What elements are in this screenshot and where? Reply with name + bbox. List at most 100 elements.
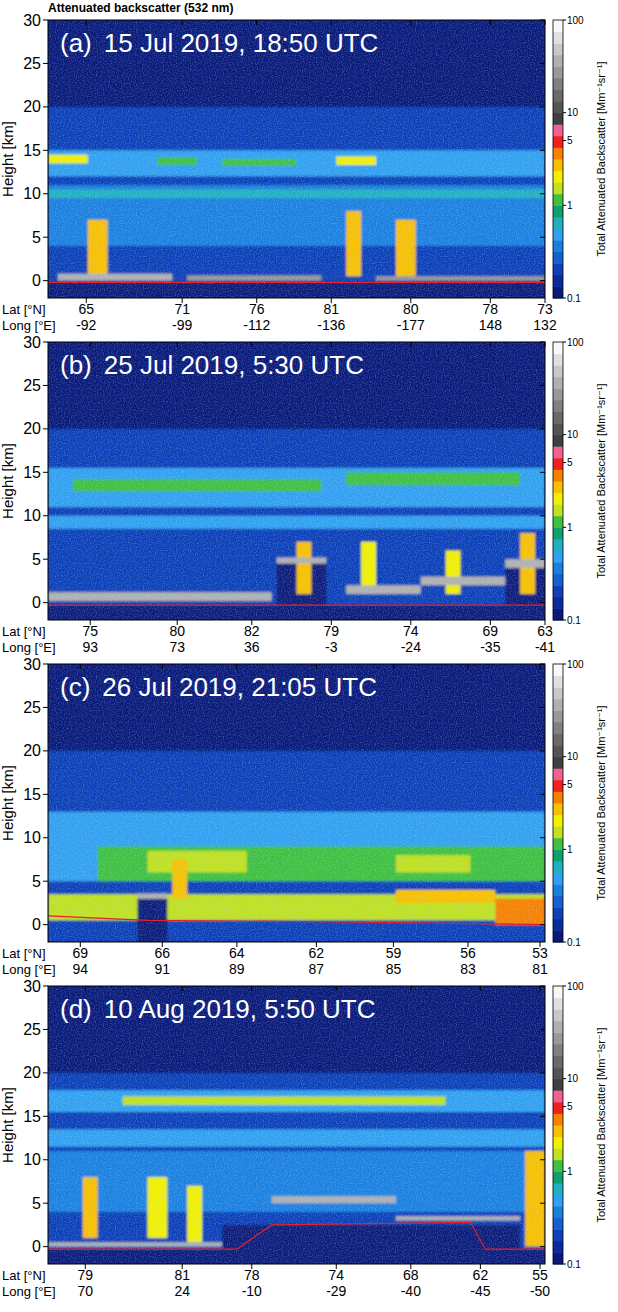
colorbar-step <box>553 1125 563 1137</box>
y-axis-title: Height [km] <box>0 121 16 197</box>
colorbar-step <box>553 252 563 264</box>
colorbar-step <box>553 205 563 217</box>
x-axis-title: Lat [°N] <box>2 624 46 639</box>
y-tick <box>540 385 545 386</box>
x-tick-label: -50 <box>530 1283 550 1299</box>
x-tick-label: 65 <box>78 301 94 317</box>
colorbar-step <box>553 275 563 287</box>
x-tick-label: 87 <box>309 961 325 977</box>
colorbar-step <box>553 101 563 113</box>
y-tick-label: 30 <box>23 12 41 29</box>
x-tick <box>331 342 332 347</box>
y-tick <box>540 280 545 281</box>
colorbar-frame <box>553 986 563 1264</box>
colorbar-step <box>553 159 563 171</box>
y-tick <box>540 515 545 516</box>
y-tick <box>43 924 48 925</box>
colorbar-step <box>553 597 563 609</box>
panel-date: 10 Aug 2019, 5:50 UTC <box>104 994 376 1024</box>
colorbar-step <box>553 1252 563 1264</box>
colorbar-tick-label: 5 <box>567 1101 573 1112</box>
y-tick-label: 30 <box>23 978 41 995</box>
colorbar-tick-label: 100 <box>567 981 584 992</box>
colorbar-step <box>553 1229 563 1241</box>
colorbar-tick-label: 10 <box>567 1073 579 1084</box>
y-tick <box>540 472 545 473</box>
colorbar-step <box>553 481 563 493</box>
colorbar-step <box>553 354 563 366</box>
colorbar-step <box>553 930 563 942</box>
y-tick-label: 10 <box>23 185 41 202</box>
colorbar-tick-label: 0.1 <box>567 1259 581 1270</box>
x-tick-label: 59 <box>386 945 402 961</box>
background <box>48 986 545 1264</box>
x-tick-label: 74 <box>403 623 419 639</box>
x-tick-label: -112 <box>243 317 270 333</box>
y-tick <box>540 342 545 343</box>
y-tick <box>43 602 48 603</box>
colorbar-step <box>553 365 563 377</box>
x-tick-label: 24 <box>174 1283 190 1299</box>
speckle <box>48 986 545 1264</box>
y-tick <box>43 837 48 838</box>
y-tick-label: 0 <box>32 916 41 933</box>
colorbar-tick <box>563 1078 566 1079</box>
x-tick-label: -45 <box>470 1283 490 1299</box>
x-tick <box>236 664 237 669</box>
colorbar-step <box>553 710 563 722</box>
panel: 051015202530Height [km]Lat [°N]Long [°E]… <box>0 656 607 978</box>
plot-area <box>48 664 545 942</box>
colorbar-step <box>553 423 563 435</box>
colorbar-step <box>553 1160 563 1172</box>
x-tick-label: -35 <box>480 639 500 655</box>
colorbar-step <box>553 43 563 55</box>
y-tick <box>43 20 48 21</box>
colorbar-step <box>553 469 563 481</box>
panel-date: 25 Jul 2019, 5:30 UTC <box>104 350 364 380</box>
x-tick <box>490 20 491 25</box>
colorbar-step <box>553 217 563 229</box>
y-tick-label: 30 <box>23 334 41 351</box>
frame <box>48 664 545 942</box>
y-tick <box>43 342 48 343</box>
x-axis-title: Long [°E] <box>2 1284 56 1299</box>
y-tick-label: 15 <box>23 786 41 803</box>
colorbar: 0.11510100Total Attenuated Backscatter [… <box>553 981 607 1270</box>
colorbar-step <box>553 551 563 563</box>
colorbar-title: Total Attenuated Backscatter [Mm⁻¹sr⁻¹] <box>595 1027 607 1222</box>
colorbar-step <box>553 1241 563 1253</box>
y-tick-label: 5 <box>32 1195 41 1212</box>
y-tick <box>43 1159 48 1160</box>
y-tick <box>540 237 545 238</box>
y-tick <box>540 707 545 708</box>
colorbar-step <box>553 263 563 275</box>
colorbar-step <box>553 90 563 102</box>
x-tick-label: -10 <box>242 1283 262 1299</box>
x-axis-title: Long [°E] <box>2 318 56 333</box>
y-tick-label: 5 <box>32 551 41 568</box>
x-tick <box>545 342 546 347</box>
frame <box>48 20 545 298</box>
colorbar-step <box>553 147 563 159</box>
y-tick-label: 25 <box>23 1021 41 1038</box>
x-tick-label: -92 <box>76 317 96 333</box>
x-tick <box>545 20 546 25</box>
y-tick <box>540 63 545 64</box>
colorbar-tick <box>563 664 566 665</box>
colorbar-step <box>553 32 563 44</box>
y-tick <box>540 1072 545 1073</box>
x-tick <box>85 986 86 991</box>
colorbar-tick <box>563 205 566 206</box>
colorbar-tick <box>563 434 566 435</box>
colorbar-step <box>553 873 563 885</box>
y-tick <box>43 63 48 64</box>
y-tick <box>43 280 48 281</box>
figure: Attenuated backscatter (532 nm)051015202… <box>0 0 618 1312</box>
y-tick-label: 15 <box>23 142 41 159</box>
y-tick <box>540 106 545 107</box>
colorbar-tick-label: 5 <box>567 457 573 468</box>
colorbar-step <box>553 78 563 90</box>
colorbar-step <box>553 768 563 780</box>
x-tick-label: -24 <box>401 639 421 655</box>
y-tick-label: 25 <box>23 699 41 716</box>
